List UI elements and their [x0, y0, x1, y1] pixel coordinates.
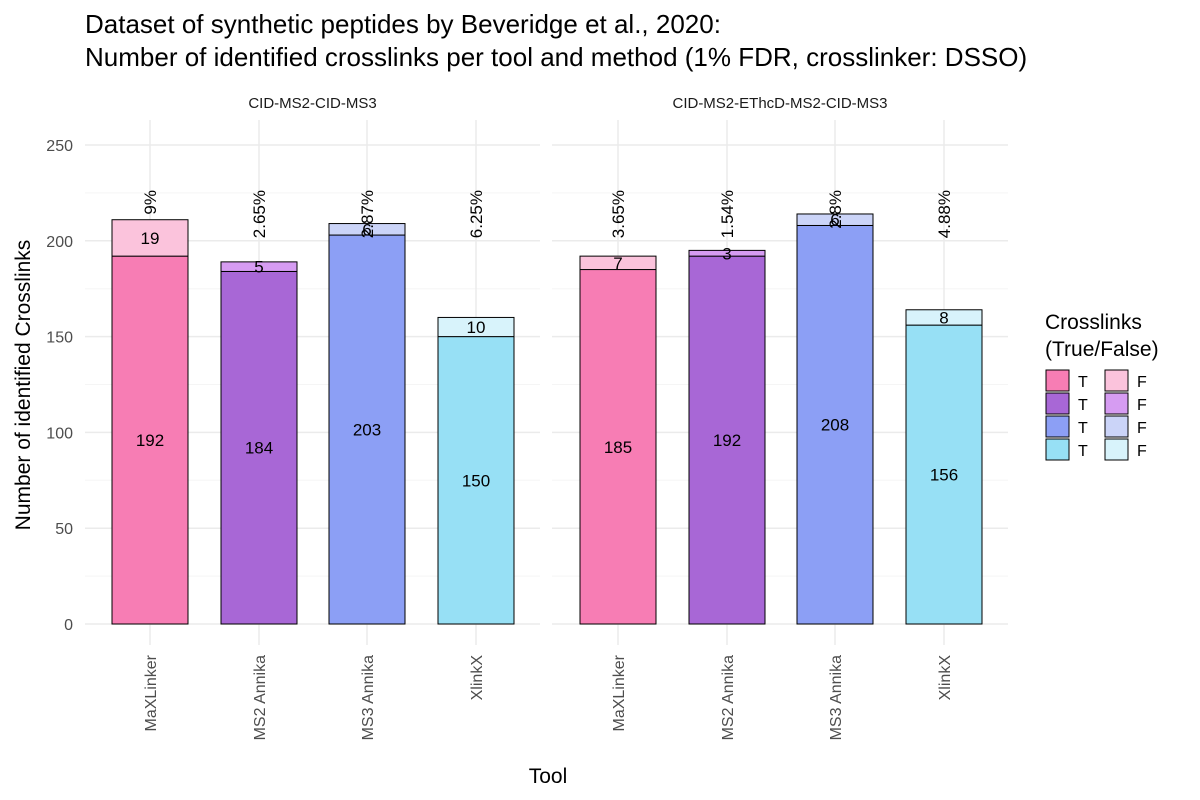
bar-false-label: 19 — [141, 229, 160, 248]
y-tick-label: 150 — [46, 330, 73, 347]
x-axis-title: Tool — [529, 765, 568, 788]
legend-swatch-false — [1104, 369, 1129, 392]
bar-false — [905, 309, 983, 326]
y-tick-label: 50 — [55, 521, 73, 538]
chart-panels: CID-MS2-CID-MS3192199%18452.65%20362.87%… — [85, 95, 1008, 645]
bar-false — [328, 223, 406, 236]
percent-label: 2.87% — [358, 190, 377, 238]
bar-false-label: 8 — [939, 308, 948, 327]
facet-strip-label: CID-MS2-EThcD-MS2-CID-MS3 — [672, 95, 887, 112]
y-axis-title: Number of identified Crosslinks — [12, 240, 35, 531]
y-axis: 0 50 100 150 200 250 — [46, 138, 73, 634]
bar-true — [688, 255, 766, 625]
chart-title-line-2: Number of identified crosslinks per tool… — [85, 42, 1027, 72]
bar-false — [437, 316, 515, 338]
panel-2: CID-MS2-EThcD-MS2-CID-MS3 185 7 3.65% 192 3 1.… — [552, 95, 1008, 645]
x-tick-label: MS3 Annika — [360, 655, 377, 740]
bar-true — [905, 324, 983, 625]
chart-title-line-1: Dataset of synthetic peptides by Beverid… — [85, 9, 721, 39]
bar-false — [111, 219, 189, 257]
bar-true-label: 203 — [353, 421, 381, 440]
x-tick-label: XlinkX — [937, 655, 954, 701]
x-tick-label: XlinkX — [469, 655, 486, 701]
legend-title-line-1: Crosslinks — [1045, 311, 1142, 334]
percent-label: 3.65% — [609, 190, 628, 238]
legend-swatch-true — [1045, 369, 1070, 392]
y-tick-label: 100 — [46, 425, 73, 442]
percent-label: 2.8% — [826, 190, 845, 229]
x-tick-label: MaXLinker — [611, 654, 628, 731]
legend-swatch-false — [1104, 438, 1129, 461]
y-tick-label: 200 — [46, 234, 73, 251]
bar-true — [796, 224, 874, 625]
y-tick-label: 0 — [64, 617, 73, 634]
y-tick-label: 250 — [46, 138, 73, 155]
percent-label: 9% — [141, 190, 160, 215]
bar-true-label: 184 — [245, 439, 273, 458]
x-tick-label: MS2 Annika — [720, 655, 737, 740]
bar-false-label: 5 — [254, 258, 263, 277]
x-tick-label: MS3 Annika — [828, 655, 845, 740]
legend-swatch-false — [1104, 415, 1129, 438]
bar-true — [220, 270, 298, 625]
legend-title-line-2: (True/False) — [1045, 338, 1159, 361]
legend-swatch-true — [1045, 392, 1070, 415]
bar-false — [220, 261, 298, 272]
legend-label-false: F — [1137, 397, 1147, 414]
bar-false — [796, 213, 874, 226]
bar-true-label: 192 — [713, 431, 741, 450]
bar-true — [328, 234, 406, 625]
percent-label: 4.88% — [935, 190, 954, 238]
legend-label-true: T — [1078, 397, 1088, 414]
bar-true — [111, 255, 189, 625]
legend: Crosslinks (True/False) T F T F T F T F — [1045, 311, 1159, 461]
bar-false — [688, 249, 766, 257]
bar-false-label: 6 — [830, 211, 839, 230]
bar-true-label: 192 — [136, 431, 164, 450]
bar-false — [579, 255, 657, 271]
percent-label: 2.65% — [250, 190, 269, 238]
legend-label-false: F — [1137, 374, 1147, 391]
legend-swatch-true — [1045, 415, 1070, 438]
bar-true — [579, 269, 657, 625]
bar-true-label: 208 — [821, 416, 849, 435]
legend-label-false: F — [1137, 443, 1147, 460]
legend-swatch-true — [1045, 438, 1070, 461]
percent-label: 1.54% — [718, 190, 737, 238]
bar-true — [437, 336, 515, 625]
x-tick-label: MaXLinker — [143, 654, 160, 731]
x-tick-label: MS2 Annika — [252, 655, 269, 740]
bar-true-label: 185 — [604, 438, 632, 457]
bar-true-label: 150 — [462, 471, 490, 490]
bar-false-label: 7 — [613, 254, 622, 273]
legend-label-true: T — [1078, 443, 1088, 460]
bar-true-label: 156 — [930, 466, 958, 485]
legend-swatch-false — [1104, 392, 1129, 415]
panel-1: CID-MS2-CID-MS3 192 19 9% 184 5 2.65% 203 62.87%… — [85, 95, 540, 645]
legend-label-true: T — [1078, 420, 1088, 437]
bar-false-label: 3 — [722, 244, 731, 263]
legend-label-false: F — [1137, 420, 1147, 437]
facet-strip-label: CID-MS2-CID-MS3 — [248, 95, 376, 112]
bar-false-label: 10 — [467, 318, 486, 337]
legend-label-true: T — [1078, 374, 1088, 391]
bar-false-label: 6 — [362, 220, 371, 239]
percent-label: 6.25% — [467, 190, 486, 238]
x-axis: MaXLinker MS2 Annika MS3 Annika XlinkX MaXLi… — [143, 654, 954, 740]
